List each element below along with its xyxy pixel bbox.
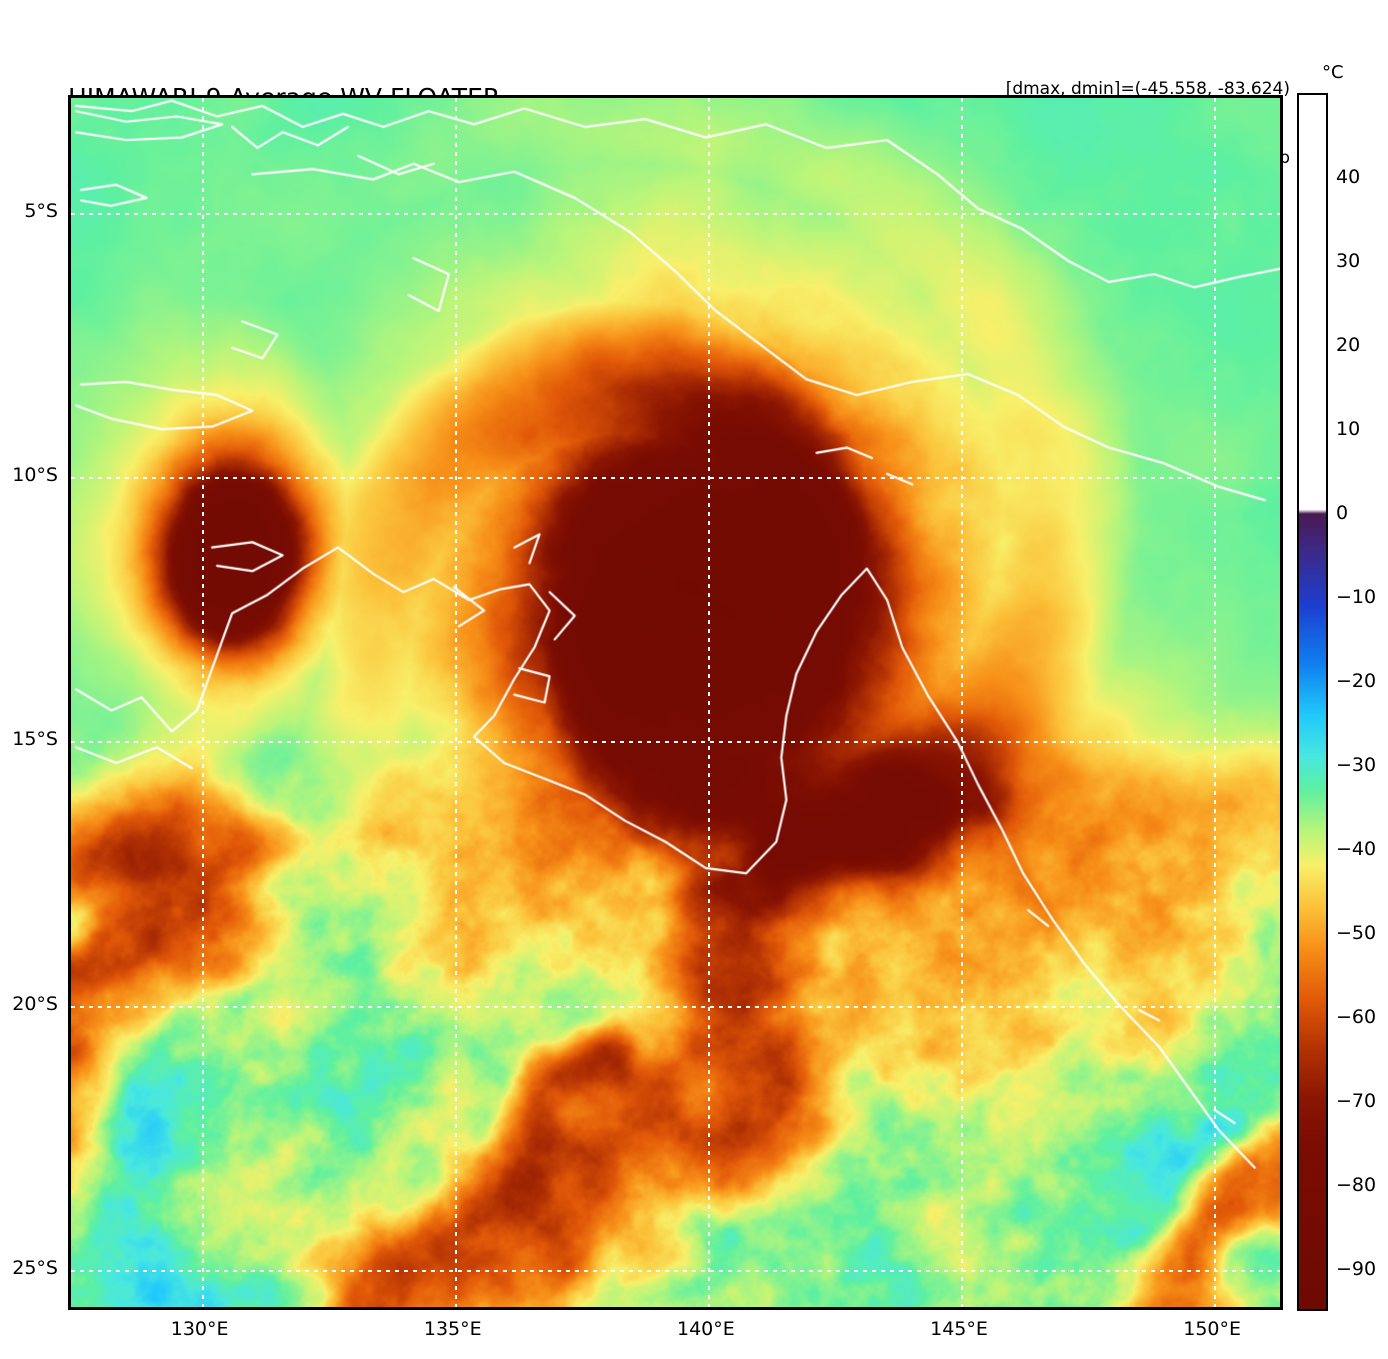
colorbar-tick-label: −60 xyxy=(1336,1006,1377,1028)
colorbar-tick-label: −20 xyxy=(1336,670,1377,692)
latitude-tick-label: 15°S xyxy=(12,728,58,751)
longitude-tick-label: 140°E xyxy=(676,1318,735,1340)
latitude-tick-label: 10°S xyxy=(12,464,58,487)
colorbar xyxy=(1297,93,1328,1311)
colorbar-tick-label: 20 xyxy=(1336,334,1361,356)
longitude-tick-label: 150°E xyxy=(1183,1318,1242,1340)
colorbar-tick-label: −90 xyxy=(1336,1258,1377,1280)
colorbar-tick-label: 40 xyxy=(1336,166,1361,188)
longitude-tick-label: 145°E xyxy=(930,1318,988,1340)
longitude-tick-label: 135°E xyxy=(423,1318,482,1340)
longitude-tick-label: 130°E xyxy=(170,1318,229,1340)
colorbar-gradient xyxy=(1299,95,1326,1309)
colorbar-unit-label: °C xyxy=(1322,62,1344,83)
colorbar-tick-label: −10 xyxy=(1336,586,1377,608)
satellite-imagery-canvas xyxy=(71,98,1280,1307)
colorbar-tick-label: −40 xyxy=(1336,838,1377,860)
latitude-tick-label: 5°S xyxy=(24,200,58,223)
latitude-tick-label: 25°S xyxy=(12,1256,58,1279)
data-minmax-label: [dmax, dmin]=(-45.558, -83.624) xyxy=(1005,79,1290,99)
colorbar-tick-label: 0 xyxy=(1336,502,1349,524)
colorbar-tick-label: −70 xyxy=(1336,1090,1377,1112)
colorbar-tick-label: −80 xyxy=(1336,1174,1377,1196)
colorbar-tick-label: 30 xyxy=(1336,250,1361,272)
colorbar-tick-label: −30 xyxy=(1336,754,1377,776)
colorbar-tick-label: −50 xyxy=(1336,922,1377,944)
satellite-map-plot: Copyright © 2020-2026 Dapiya xyxy=(68,95,1283,1310)
latitude-tick-label: 20°S xyxy=(12,992,58,1015)
colorbar-tick-label: 10 xyxy=(1336,418,1361,440)
